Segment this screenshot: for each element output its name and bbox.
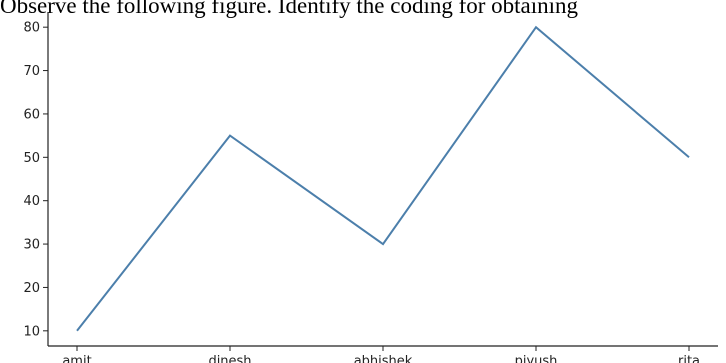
x-axis-ticks: amit dinesh abhishek piyush rita [62, 346, 700, 363]
y-tick-label: 50 [23, 151, 40, 166]
x-tick-label: dinesh [208, 354, 251, 363]
series-layer [76, 25, 690, 332]
y-tick-label: 20 [23, 281, 40, 296]
series-line [76, 25, 690, 332]
y-tick-label: 70 [23, 64, 40, 79]
y-axis-ticks: 10 20 30 40 50 60 70 80 [23, 21, 48, 339]
y-tick-label: 30 [23, 238, 40, 253]
chart-axes [47, 12, 718, 347]
x-tick-label: rita [678, 354, 700, 363]
y-tick-label: 40 [23, 194, 40, 209]
y-tick-label: 80 [23, 21, 40, 36]
question-caption: Observe the following figure. Identify t… [0, 0, 579, 18]
x-tick-label: piyush [515, 354, 558, 363]
x-tick-label: amit [62, 354, 91, 363]
x-tick-label: abhishek [354, 354, 413, 363]
y-tick-label: 60 [23, 107, 40, 122]
y-tick-label: 10 [23, 324, 40, 339]
